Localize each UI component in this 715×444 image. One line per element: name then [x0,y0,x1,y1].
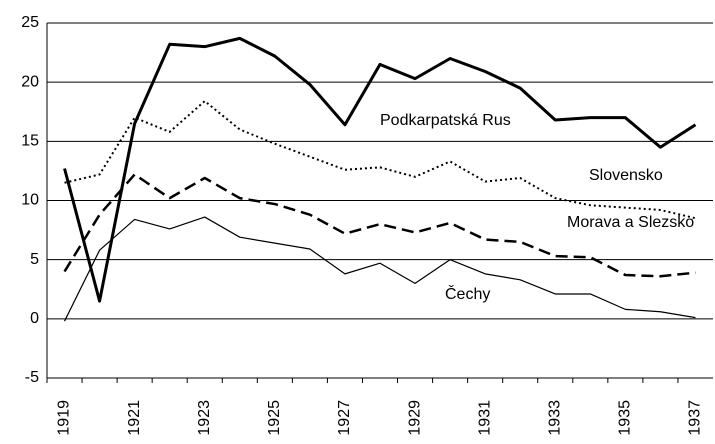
x-tick-label: 1927 [336,400,353,436]
x-tick-label: 1931 [476,400,493,436]
y-tick-label: 10 [21,192,39,209]
x-tick-label: 1921 [126,400,143,436]
y-tick-label: -5 [25,369,39,386]
series-line [63,36,697,303]
series-label: Čechy [445,284,490,303]
x-tick-label: 1937 [687,400,704,436]
series-line [63,173,696,278]
x-tick-label: 1925 [266,400,283,436]
series-label: Slovensko [589,167,663,184]
y-tick-label: 20 [21,73,39,90]
series-label: Podkarpatská Rus [380,112,511,129]
x-tick-label: 1929 [406,400,423,436]
series-label: Morava a Slezsko [567,214,694,231]
x-tick-label: 1919 [56,400,73,436]
y-tick-label: 15 [21,133,39,150]
x-tick-label: 1935 [617,400,634,436]
series-line [64,100,696,220]
series-line [63,216,696,322]
y-tick-label: 0 [30,310,39,327]
x-tick-label: 1923 [196,400,213,436]
y-tick-label: 25 [21,14,39,31]
y-tick-label: 5 [30,251,39,268]
x-tick-label: 1933 [546,400,563,436]
